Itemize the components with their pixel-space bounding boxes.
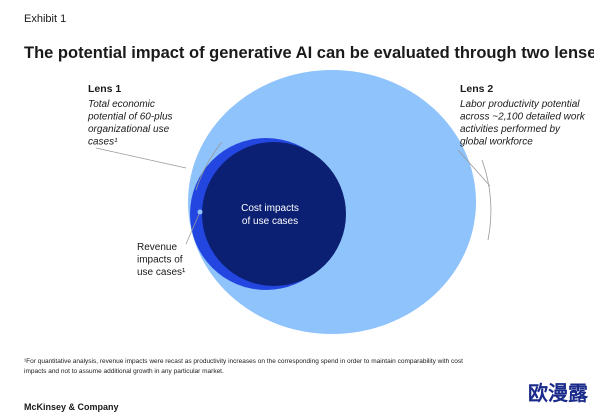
lens1-bracket bbox=[195, 141, 223, 191]
source: McKinsey & Company bbox=[24, 402, 119, 412]
lens1-leader bbox=[95, 147, 187, 169]
lens1-label: Lens 1 bbox=[88, 83, 121, 95]
cost-circle bbox=[202, 142, 346, 286]
watermark: 欧漫露 bbox=[528, 381, 589, 405]
revenue-label: impacts of bbox=[137, 255, 183, 266]
lens1-text: potential of 60-plus bbox=[87, 112, 173, 123]
footnote: ¹For quantitative analysis, revenue impa… bbox=[24, 358, 463, 365]
lens2-text: global workforce bbox=[460, 137, 533, 148]
lens1-text: Total economic bbox=[88, 99, 155, 110]
lens1-text: cases¹ bbox=[88, 137, 118, 148]
revenue-label: Revenue bbox=[137, 242, 177, 253]
footnote: impacts and not to assume additional gro… bbox=[24, 368, 224, 375]
lens2-text: Labor productivity potential bbox=[460, 99, 580, 110]
revenue-label: use cases¹ bbox=[137, 267, 186, 278]
lens2-leader bbox=[457, 149, 491, 187]
lens2-text: activities performed by bbox=[460, 124, 561, 135]
exhibit-label: Exhibit 1 bbox=[24, 13, 66, 25]
cost-label: of use cases bbox=[242, 216, 298, 227]
revenue-dot bbox=[197, 209, 203, 215]
lens2-bracket bbox=[481, 159, 492, 241]
title: The potential impact of generative AI ca… bbox=[24, 44, 594, 62]
lens1-text: organizational use bbox=[88, 124, 170, 135]
lens2-label: Lens 2 bbox=[460, 83, 493, 95]
revenue-leader bbox=[185, 211, 201, 245]
lens2-text: across ~2,100 detailed work bbox=[460, 112, 586, 123]
cost-label: Cost impacts bbox=[241, 203, 299, 214]
